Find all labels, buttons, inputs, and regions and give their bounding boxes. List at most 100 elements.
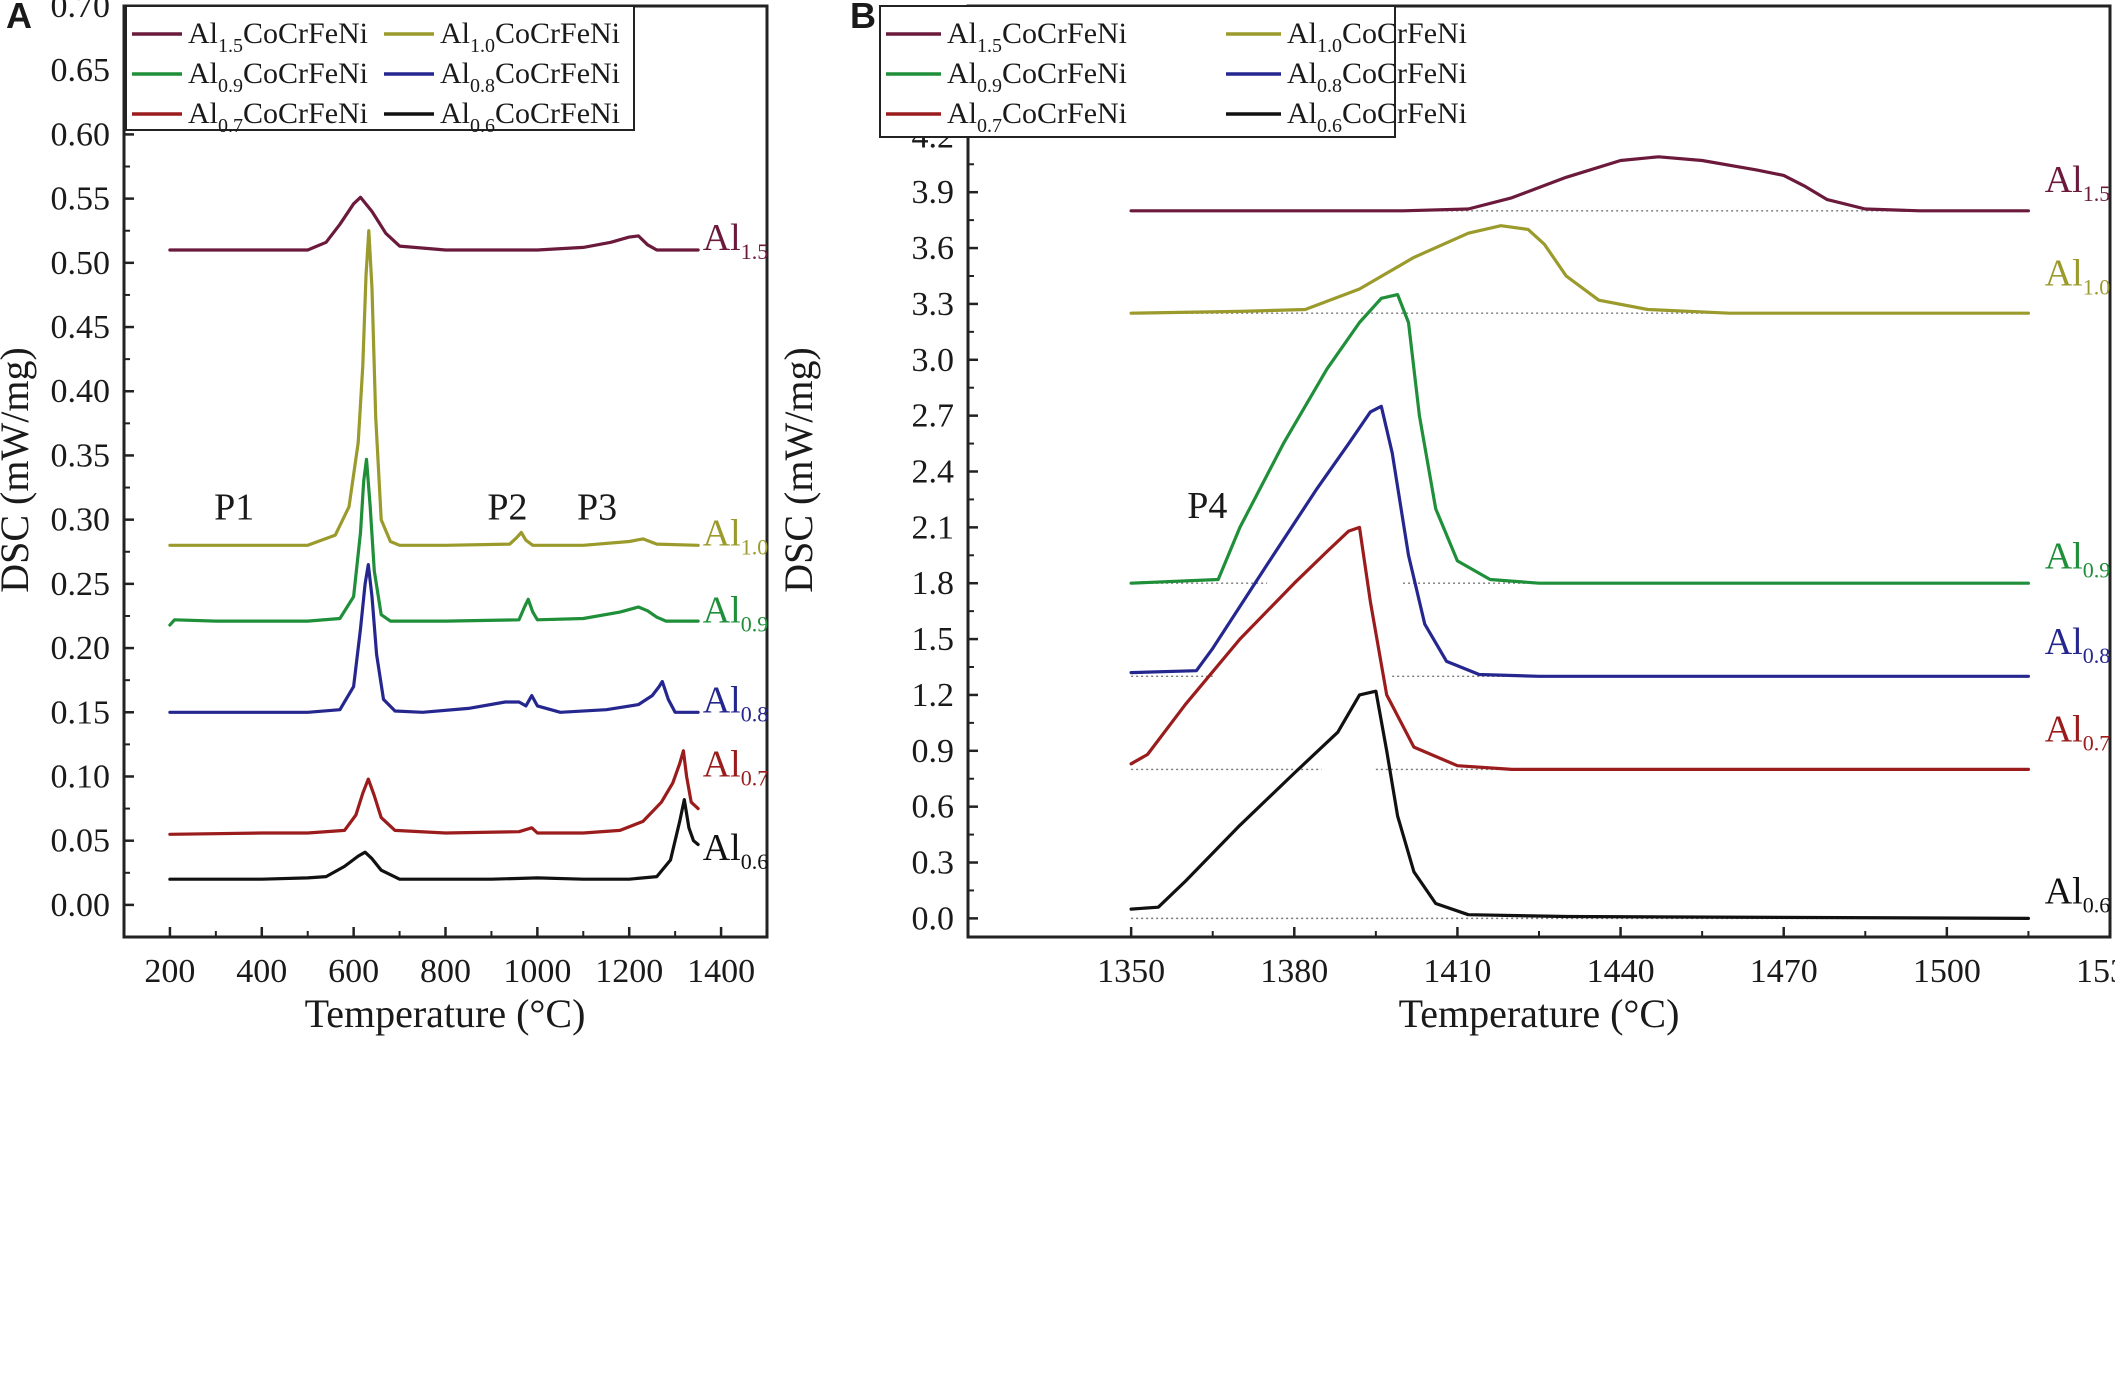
- curve-label-Al0.8CoCrFeNi-base: Al: [703, 679, 741, 721]
- curve-label-Al0.8CoCrFeNi-sub: 0.8: [2083, 643, 2111, 668]
- legend-label-rest: CoCrFeNi: [1342, 17, 1467, 50]
- legend-label-rest: CoCrFeNi: [243, 17, 368, 50]
- curve-label-Al0.9CoCrFeNi: Al0.9: [2045, 535, 2110, 582]
- series-line-Al0.6CoCrFeNi: [1129, 689, 2031, 921]
- y-tick-label: 0.05: [51, 823, 111, 860]
- x-tick-label: 1440: [1587, 953, 1655, 990]
- legend-label-base: Al: [1287, 97, 1317, 130]
- curve-label-Al0.6CoCrFeNi-base: Al: [703, 827, 741, 869]
- curve-label-Al0.7CoCrFeNi: Al0.7: [703, 743, 769, 790]
- legend-label-rest: CoCrFeNi: [495, 97, 620, 130]
- curve-label-Al1.5CoCrFeNi-sub: 1.5: [741, 239, 769, 264]
- curve-label-Al0.8CoCrFeNi-base: Al: [2045, 621, 2083, 663]
- y-tick-label: 0.0: [912, 900, 955, 937]
- peak-label: P3: [577, 487, 617, 529]
- curve-label-Al1.0CoCrFeNi: Al1.0: [2045, 252, 2110, 299]
- curve-label-Al0.7CoCrFeNi-sub: 0.7: [2083, 730, 2111, 755]
- plot-frame: [966, 4, 2112, 939]
- legend-label-sub: 1.0: [470, 35, 495, 57]
- legend-label-base: Al: [440, 97, 470, 130]
- legend-label: Al1.0CoCrFeNi: [1287, 17, 1467, 57]
- y-tick-label: 0.00: [51, 887, 111, 924]
- legend-label: Al1.0CoCrFeNi: [440, 17, 620, 57]
- legend-label-base: Al: [1287, 17, 1317, 50]
- curve-label-Al0.7CoCrFeNi: Al0.7: [2045, 708, 2110, 755]
- curve-label-Al0.9CoCrFeNi-base: Al: [2045, 535, 2083, 577]
- y-tick-label: 0.45: [51, 309, 111, 346]
- curve-label-Al1.5CoCrFeNi-base: Al: [2045, 159, 2083, 201]
- legend-label-rest: CoCrFeNi: [243, 97, 368, 130]
- y-tick-label: 2.7: [912, 398, 955, 435]
- legend-label-rest: CoCrFeNi: [1002, 17, 1127, 50]
- legend-label-base: Al: [947, 17, 977, 50]
- legend-label-base: Al: [440, 57, 470, 90]
- legend-label-sub: 0.7: [977, 115, 1002, 137]
- curve-label-Al0.6CoCrFeNi: Al0.6: [2045, 870, 2110, 917]
- x-tick-label: 400: [236, 953, 287, 990]
- y-tick-label: 0.50: [51, 245, 111, 282]
- y-tick-label: 1.2: [912, 677, 955, 714]
- series-line-Al0.7CoCrFeNi: [1129, 525, 2031, 772]
- y-tick-label: 1.8: [912, 565, 955, 602]
- legend-label: Al0.6CoCrFeNi: [1287, 97, 1467, 137]
- y-tick-label: 0.55: [51, 181, 111, 218]
- y-tick-label: 0.65: [51, 52, 111, 89]
- y-tick-label: 2.4: [912, 454, 955, 491]
- y-tick-label: 0.6: [912, 789, 955, 826]
- series-line-Al1.5CoCrFeNi: [168, 195, 700, 252]
- legend-label: Al0.7CoCrFeNi: [947, 97, 1127, 137]
- curve-label-Al0.6CoCrFeNi-base: Al: [2045, 870, 2083, 912]
- peak-label: P1: [214, 487, 254, 529]
- y-tick-label: 0.70: [51, 0, 111, 25]
- y-tick-label: 3.0: [912, 342, 955, 379]
- legend-label: Al1.5CoCrFeNi: [188, 17, 368, 57]
- x-axis-title: Temperature (°C): [1399, 991, 1680, 1036]
- x-tick-label: 1000: [503, 953, 571, 990]
- curve-label-Al1.0CoCrFeNi-sub: 1.0: [741, 534, 769, 559]
- curve-label-Al0.6CoCrFeNi-sub: 0.6: [741, 849, 769, 874]
- curve-label-Al1.5CoCrFeNi: Al1.5: [2045, 159, 2110, 206]
- x-axis-title: Temperature (°C): [305, 991, 586, 1036]
- curve-label-Al1.0CoCrFeNi-base: Al: [2045, 252, 2083, 294]
- legend-box: [879, 5, 1396, 138]
- x-tick-label: 1500: [1913, 953, 1981, 990]
- legend-label-sub: 0.9: [977, 75, 1002, 97]
- panel-b-chart: B 0.0 0.3 0.6 0.9 1.2 1.5 1.8 2.1 2.4 2.7 3.0 3.3 3.6…: [776, 0, 2115, 1036]
- curve-label-Al0.8CoCrFeNi: Al0.8: [703, 679, 769, 726]
- legend-label-base: Al: [1287, 57, 1317, 90]
- y-tick-label: 0.60: [51, 116, 111, 153]
- legend-label-base: Al: [440, 17, 470, 50]
- curve-label-Al0.7CoCrFeNi-base: Al: [2045, 708, 2083, 750]
- series-line-Al1.0CoCrFeNi: [168, 229, 700, 547]
- legend-label: Al0.6CoCrFeNi: [440, 97, 620, 137]
- curve-label-Al1.0CoCrFeNi-base: Al: [703, 512, 741, 554]
- curve-label-Al0.9CoCrFeNi-sub: 0.9: [2083, 557, 2111, 582]
- panel-a-chart: A 0.00 0.05 0.10 0.15 0.20 0.25 0.30 0.35 0.40 0.4…: [0, 0, 769, 1036]
- legend-label: Al0.7CoCrFeNi: [188, 97, 368, 137]
- legend-label: Al0.9CoCrFeNi: [947, 57, 1127, 97]
- x-tick-label: 1400: [687, 953, 755, 990]
- y-tick-label: 0.30: [51, 502, 111, 539]
- legend-label-rest: CoCrFeNi: [1342, 57, 1467, 90]
- series-line-Al1.5CoCrFeNi: [1129, 155, 2031, 213]
- legend-box: [125, 5, 635, 131]
- legend-label-sub: 0.8: [1317, 75, 1342, 97]
- legend-label-base: Al: [188, 97, 218, 130]
- y-tick-label: 0.3: [912, 845, 955, 882]
- y-tick-label: 0.40: [51, 373, 111, 410]
- legend-label-rest: CoCrFeNi: [495, 57, 620, 90]
- legend-label-sub: 0.7: [218, 115, 243, 137]
- plot-frame: [122, 4, 769, 939]
- x-tick-label: 1380: [1260, 953, 1328, 990]
- legend-label-base: Al: [188, 57, 218, 90]
- x-tick-label: 200: [144, 953, 195, 990]
- y-tick-label: 1.5: [912, 621, 955, 658]
- x-tick-label: 600: [328, 953, 379, 990]
- legend-label: Al0.8CoCrFeNi: [1287, 57, 1467, 97]
- x-tick-label: 1350: [1097, 953, 1165, 990]
- y-tick-label: 2.1: [912, 509, 955, 546]
- curve-label-Al0.7CoCrFeNi-sub: 0.7: [741, 765, 769, 790]
- x-tick-label: 800: [420, 953, 471, 990]
- series-line-Al0.9CoCrFeNi: [1129, 293, 2031, 585]
- curve-label-Al0.9CoCrFeNi-base: Al: [703, 589, 741, 631]
